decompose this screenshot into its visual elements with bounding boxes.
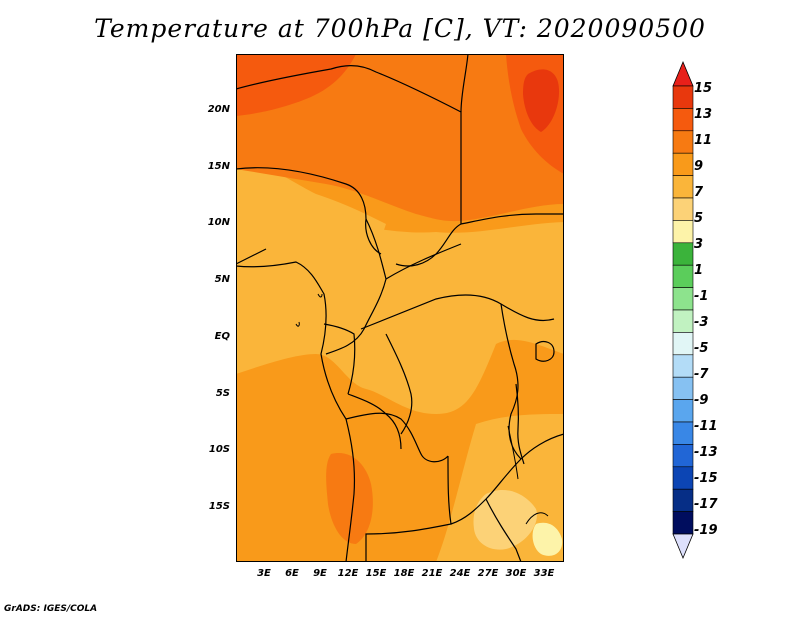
- lake-outlines: [295, 293, 549, 525]
- colorbar-label-neg13: -13: [694, 445, 718, 460]
- lat-label-5n: 5N: [214, 274, 230, 285]
- colorbar-swatch: [672, 152, 694, 176]
- colorbar-swatch: [672, 376, 694, 400]
- field-7-9-central: [236, 222, 564, 414]
- temperature-map: [236, 54, 564, 562]
- chart-title: Temperature at 700hPa [C], VT: 202009050…: [94, 14, 706, 43]
- colorbar-swatch: [672, 466, 694, 490]
- colorbar-label-7: 7: [694, 185, 704, 200]
- colorbar-swatch: [672, 175, 694, 199]
- colorbar-swatch: [672, 488, 694, 512]
- colorbar-swatch: [672, 130, 694, 154]
- colorbar-swatch: [672, 309, 694, 333]
- lon-label-33e: 33E: [533, 568, 555, 579]
- colorbar-swatch: [672, 444, 694, 468]
- country-borders: [236, 54, 564, 562]
- lon-label-18e: 18E: [393, 568, 415, 579]
- colorbar: [672, 60, 694, 560]
- field-7-9-west: [236, 154, 386, 264]
- field-3-5-southeast: [532, 522, 563, 556]
- colorbar-label-9: 9: [694, 159, 704, 174]
- colorbar-swatch: [672, 511, 694, 535]
- colorbar-label-neg3: -3: [694, 315, 709, 330]
- colorbar-label-15: 15: [694, 81, 713, 96]
- lat-label-15s: 15S: [208, 501, 230, 512]
- colorbar-swatch: [672, 287, 694, 311]
- lat-label-5s: 5S: [215, 388, 230, 399]
- lon-label-21e: 21E: [421, 568, 443, 579]
- lon-label-27e: 27E: [477, 568, 499, 579]
- lon-label-6e: 6E: [285, 568, 299, 579]
- lat-label-eq: EQ: [214, 331, 230, 342]
- colorbar-swatch: [672, 108, 694, 132]
- colorbar-label-neg17: -17: [694, 497, 718, 512]
- colorbar-label-neg9: -9: [694, 393, 709, 408]
- lat-label-15n: 15N: [207, 161, 230, 172]
- colorbar-swatch: [672, 354, 694, 378]
- colorbar-swatch: [672, 242, 694, 266]
- field-15-hotspot: [523, 69, 560, 132]
- colorbar-label-neg15: -15: [694, 471, 718, 486]
- lat-label-10n: 10N: [207, 217, 230, 228]
- colorbar-swatch: [672, 197, 694, 221]
- colorbar-label-3: 3: [694, 237, 704, 252]
- field-11-13-southwest: [326, 453, 373, 544]
- colorbar-label-neg19: -19: [694, 523, 718, 538]
- field-11-13-north: [236, 54, 564, 222]
- map-svg: [236, 54, 564, 562]
- colorbar-bottom-arrow: [672, 533, 694, 560]
- colorbar-swatch: [672, 332, 694, 356]
- lat-label-20n: 20N: [207, 104, 230, 115]
- colorbar-label-neg11: -11: [694, 419, 718, 434]
- map-frame: [236, 54, 564, 562]
- colorbar-swatch: [672, 220, 694, 244]
- colorbar-swatch: [672, 85, 694, 109]
- colorbar-swatch: [672, 399, 694, 423]
- colorbar-label-neg1: -1: [694, 289, 709, 304]
- colorbar-swatch: [672, 421, 694, 445]
- lon-label-3e: 3E: [257, 568, 271, 579]
- colorbar-label-13: 13: [694, 107, 713, 122]
- colorbar-label-11: 11: [694, 133, 713, 148]
- colorbar-swatch: [672, 264, 694, 288]
- lon-label-9e: 9E: [313, 568, 327, 579]
- colorbar-label-1: 1: [694, 263, 704, 278]
- lon-label-12e: 12E: [337, 568, 359, 579]
- lon-label-15e: 15E: [365, 568, 387, 579]
- lon-label-30e: 30E: [505, 568, 527, 579]
- colorbar-label-neg5: -5: [694, 341, 709, 356]
- colorbar-label-neg7: -7: [694, 367, 709, 382]
- credit-text: GrADS: IGES/COLA: [4, 604, 98, 614]
- colorbar-label-5: 5: [694, 211, 704, 226]
- lon-label-24e: 24E: [449, 568, 471, 579]
- lat-label-10s: 10S: [208, 444, 230, 455]
- colorbar-top-arrow: [672, 60, 694, 87]
